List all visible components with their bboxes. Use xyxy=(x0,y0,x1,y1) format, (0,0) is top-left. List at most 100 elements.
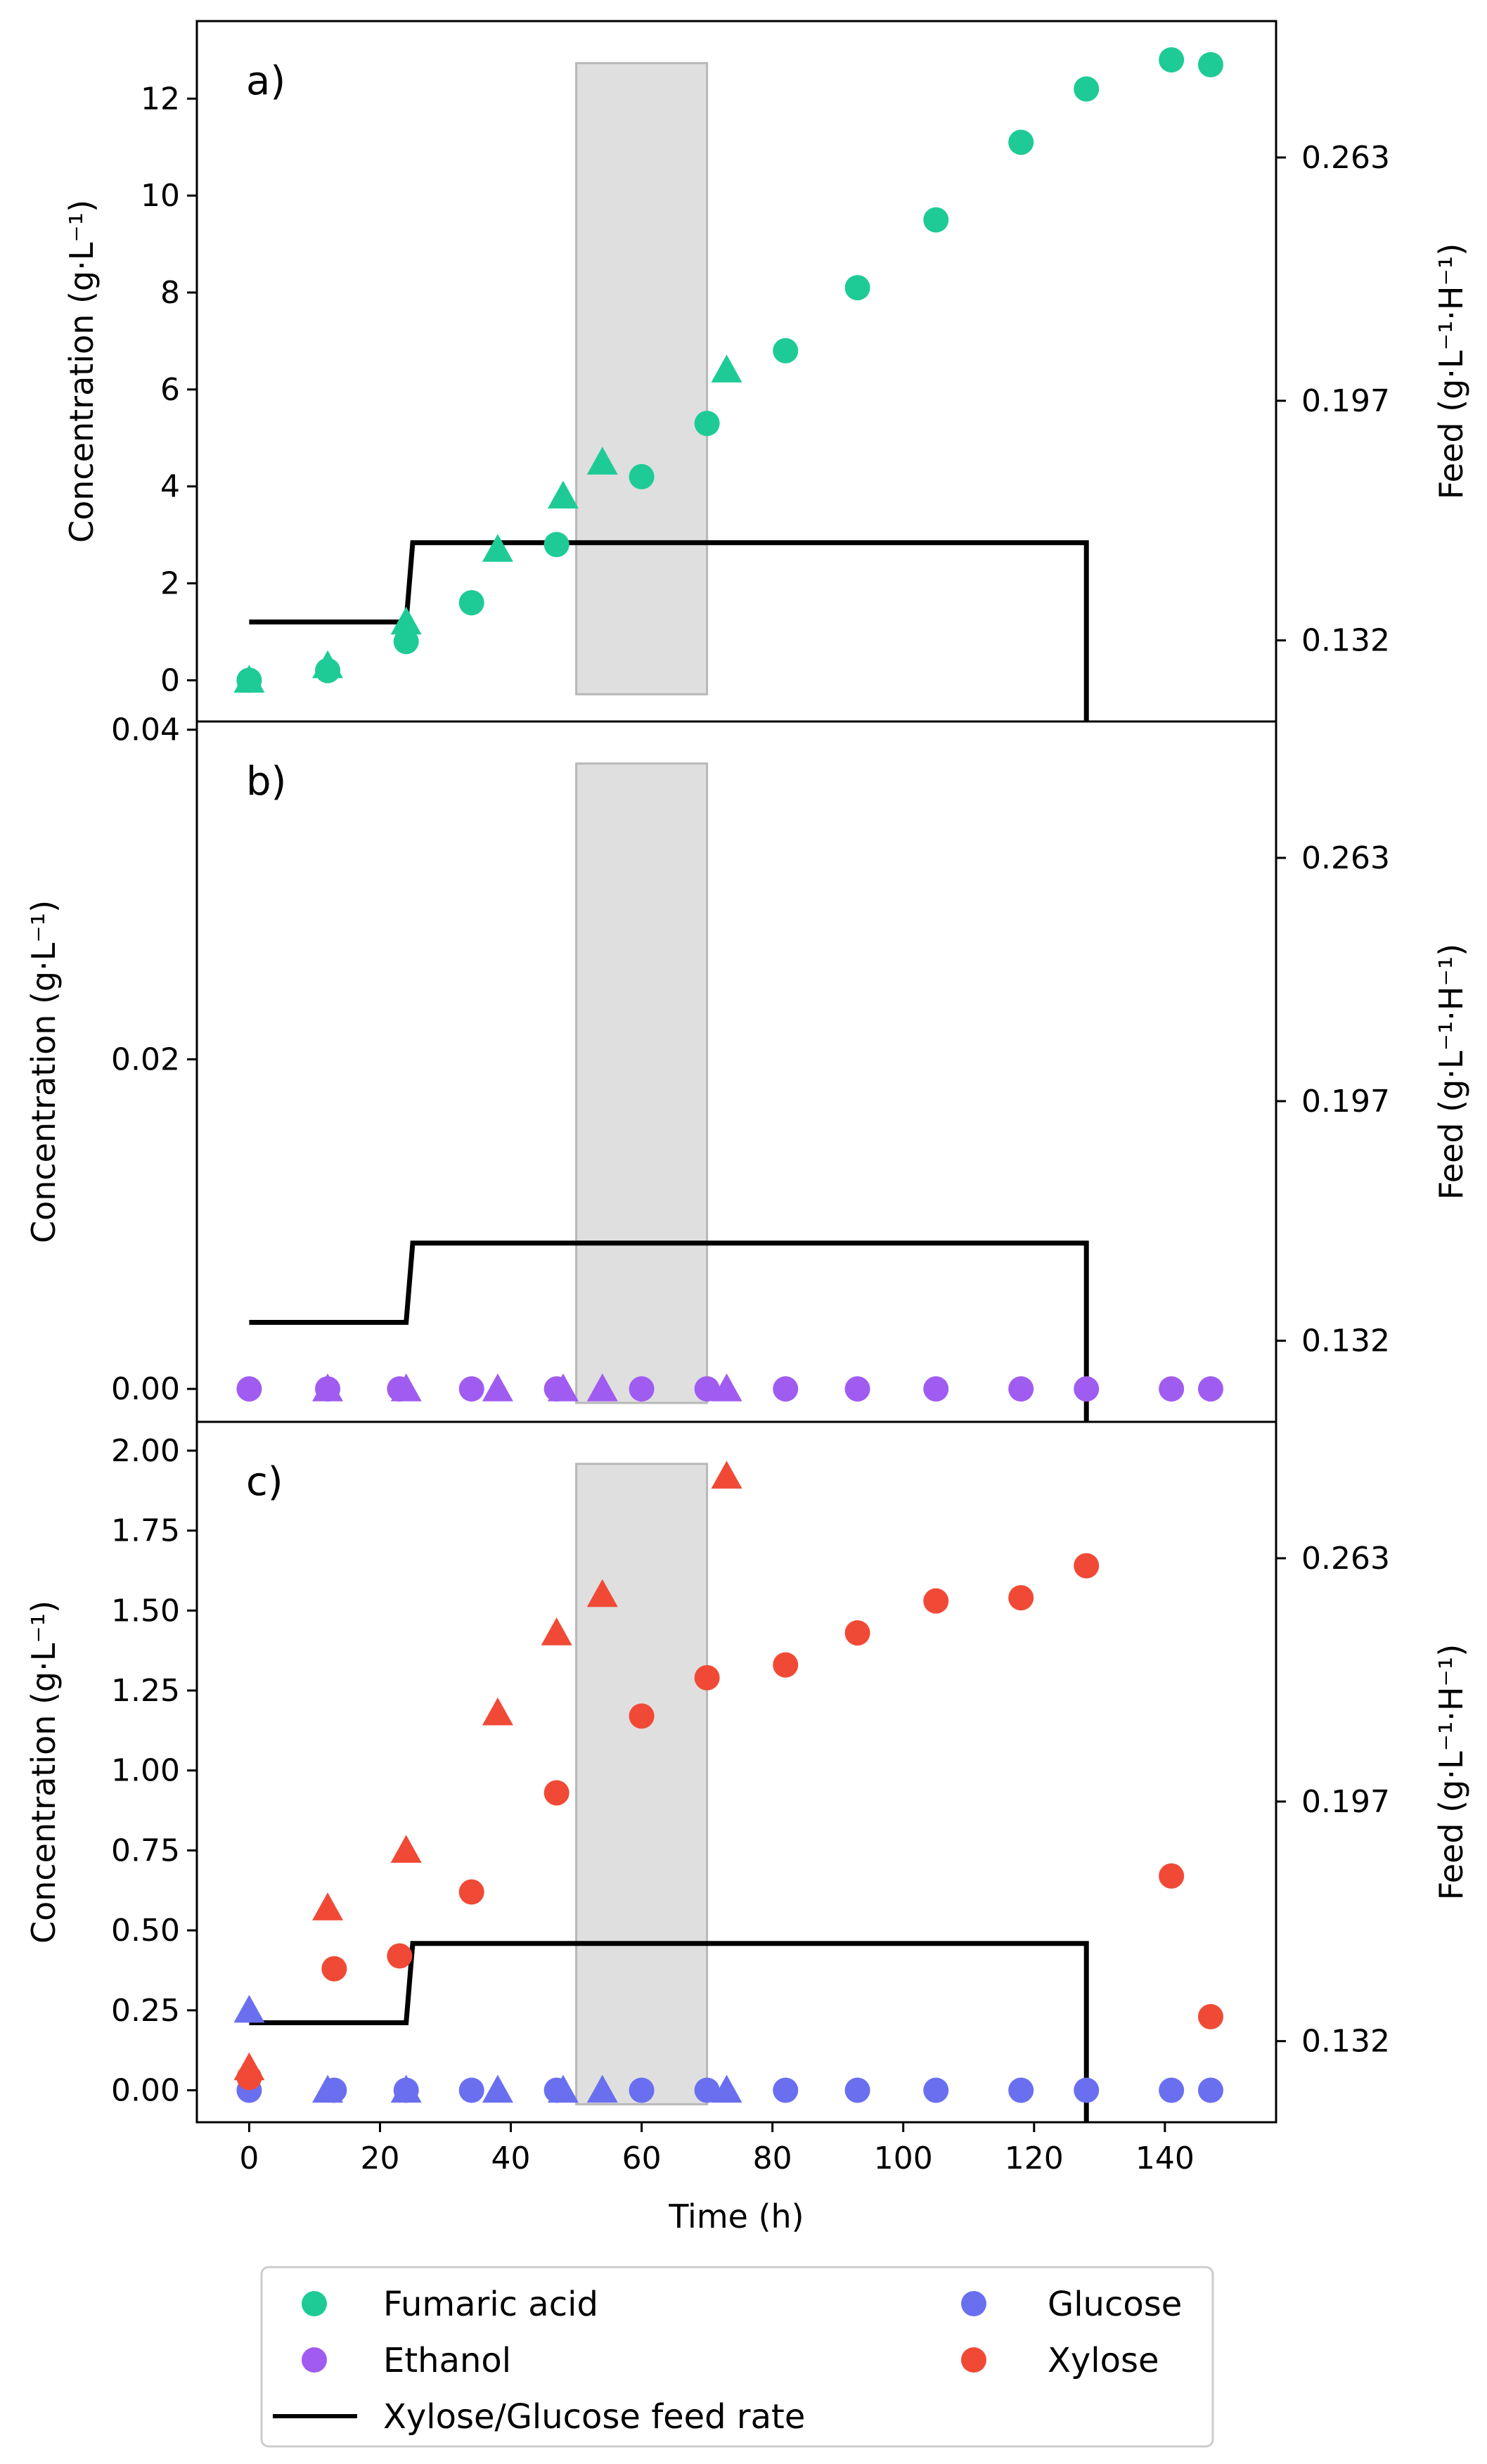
axes-frame xyxy=(195,720,1277,1423)
glucose-point xyxy=(458,2077,484,2103)
xylose-point xyxy=(387,1943,413,1969)
glucose-point xyxy=(923,2077,949,2103)
glucose-triangle xyxy=(711,2074,742,2103)
x-tick-label: 20 xyxy=(360,2141,399,2176)
ethanol-point xyxy=(1197,1376,1223,1402)
glucose-triangle xyxy=(390,2074,422,2103)
y2-axis-label: Feed (g·L⁻¹·H⁻¹) xyxy=(1432,1644,1470,1900)
glucose-point xyxy=(694,2077,720,2103)
legend-label-ethanol: Ethanol xyxy=(383,2341,511,2380)
y-tick-label: 0.00 xyxy=(111,1371,180,1407)
ethanol-point xyxy=(458,1376,484,1402)
fumaric-acid-triangle xyxy=(547,480,579,509)
fumaric-acid-point xyxy=(1197,52,1223,78)
ethanol-triangle xyxy=(482,1373,513,1401)
fumaric-acid-point xyxy=(458,590,484,616)
xylose-point xyxy=(321,1956,347,1982)
y-tick-label: 6 xyxy=(160,372,180,408)
x-tick-label: 60 xyxy=(622,2141,662,2176)
y-tick-label: 0.04 xyxy=(111,712,180,748)
x-tick-label: 40 xyxy=(491,2141,531,2176)
ethanol-point xyxy=(629,1376,655,1402)
fumaric-acid-triangle xyxy=(312,650,344,679)
ethanol-point xyxy=(1008,1376,1034,1402)
feed-rate-line xyxy=(249,1941,1089,2122)
y2-tick-label: 0.197 xyxy=(1301,1084,1390,1119)
glucose-point xyxy=(629,2077,655,2103)
x-tick-label: 120 xyxy=(1005,2141,1064,2176)
legend-label-fumaric-acid: Fumaric acid xyxy=(383,2285,598,2324)
xylose-triangle xyxy=(541,1617,572,1645)
legend-marker-fumaric-acid xyxy=(302,2291,327,2316)
y-tick-label: 1.25 xyxy=(111,1673,180,1709)
xylose-point xyxy=(629,1703,655,1729)
ethanol-triangle xyxy=(547,1373,579,1401)
y-tick-label: 8 xyxy=(160,275,180,311)
ethanol-point xyxy=(1074,1376,1100,1402)
glucose-triangle xyxy=(547,2074,579,2103)
shaded-region xyxy=(575,62,709,695)
fumaric-acid-point xyxy=(1159,47,1185,73)
ethanol-point xyxy=(773,1376,799,1402)
fumaric-acid-triangle xyxy=(233,665,265,693)
fumaric-acid-point xyxy=(1074,76,1100,102)
xylose-triangle xyxy=(312,1892,344,1920)
ethanol-point xyxy=(694,1376,720,1402)
glucose-point xyxy=(773,2077,799,2103)
legend-marker-ethanol xyxy=(302,2347,327,2373)
ethanol-triangle xyxy=(390,1373,422,1401)
y-tick-label: 0.00 xyxy=(111,2073,180,2109)
glucose-triangle xyxy=(482,2074,513,2103)
legend-marker-xylose xyxy=(961,2347,986,2373)
y-axis-label: Concentration (g·L⁻¹) xyxy=(25,1600,63,1944)
panel-3: 0.00 0.25 0.50 0.75 1.00 1.25 1.50 1.75 2.00 0.13… xyxy=(25,1420,1470,2235)
y2-tick-label: 0.132 xyxy=(1301,2024,1390,2060)
fumaric-acid-point xyxy=(543,532,569,558)
y-tick-label: 1.75 xyxy=(111,1513,180,1549)
fumaric-acid-point xyxy=(629,463,655,489)
y-tick-label: 12 xyxy=(141,81,180,117)
xylose-point xyxy=(1008,1585,1034,1611)
y-tick-label: 0 xyxy=(160,662,180,698)
xylose-triangle xyxy=(711,1461,742,1489)
legend: Fumaric acid Glucose Ethanol Xylose Xylo… xyxy=(260,2266,1214,2448)
ethanol-point xyxy=(923,1376,949,1402)
x-axis-label: Time (h) xyxy=(668,2197,804,2235)
y2-axis-label: Feed (g·L⁻¹·H⁻¹) xyxy=(1432,944,1470,1200)
ethanol-triangle xyxy=(711,1373,742,1401)
y-axis-label: Concentration (g·L⁻¹) xyxy=(63,200,101,543)
y2-tick-label: 0.263 xyxy=(1301,1541,1390,1577)
feed-rate-line xyxy=(249,1240,1089,1422)
x-tick-label: 80 xyxy=(753,2141,792,2176)
ethanol-point xyxy=(844,1376,870,1402)
glucose-triangle xyxy=(586,2074,618,2103)
y-tick-label: 0.02 xyxy=(111,1041,180,1077)
shaded-region xyxy=(575,762,709,1404)
xylose-point xyxy=(1197,2003,1223,2029)
shaded-region xyxy=(575,1463,709,2105)
ethanol-point xyxy=(1159,1376,1185,1402)
glucose-triangle xyxy=(233,1994,265,2023)
fumaric-acid-point xyxy=(694,411,720,437)
y-tick-label: 4 xyxy=(160,469,180,505)
legend-label-feed-rate: Xylose/Glucose feed rate xyxy=(383,2397,805,2437)
glucose-point xyxy=(844,2077,870,2103)
xylose-point xyxy=(773,1652,799,1678)
xylose-point xyxy=(923,1588,949,1614)
panels: 0 2 4 6 8 10 12 0.132 0.197 0.263 a) Concentration … xyxy=(25,20,1470,2235)
fumaric-acid-point xyxy=(1008,129,1034,155)
ethanol-point xyxy=(236,1376,262,1402)
y2-tick-label: 0.132 xyxy=(1301,623,1390,659)
ethanol-triangle xyxy=(586,1373,618,1401)
glucose-point xyxy=(1159,2077,1185,2103)
fumaric-acid-point xyxy=(773,338,799,364)
y2-tick-label: 0.263 xyxy=(1301,840,1390,876)
y2-tick-label: 0.197 xyxy=(1301,1784,1390,1820)
y2-tick-label: 0.263 xyxy=(1301,140,1390,176)
xylose-triangle xyxy=(482,1697,513,1726)
y-tick-label: 2 xyxy=(160,566,180,602)
xylose-triangle xyxy=(390,1835,422,1863)
fumaric-acid-point xyxy=(844,275,870,301)
axes-frame xyxy=(195,1420,1277,2124)
y-tick-label: 1.50 xyxy=(111,1593,180,1629)
